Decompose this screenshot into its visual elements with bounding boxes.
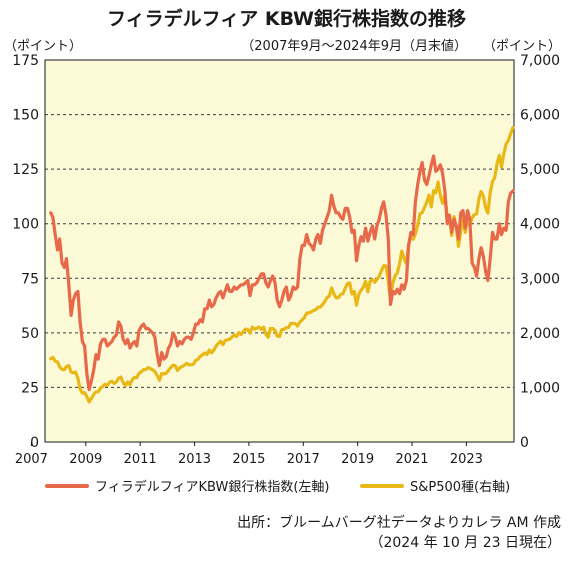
legend-label-bkx: フィラデルフィアKBW銀行株指数(左軸) bbox=[95, 480, 330, 495]
y-right-tick-label: 1,000 bbox=[520, 380, 560, 396]
legend-item-bkx: フィラデルフィアKBW銀行株指数(左軸) bbox=[45, 476, 329, 495]
y-left-tick-label: 50 bbox=[21, 326, 39, 342]
bkx-line bbox=[49, 154, 515, 392]
y-right-tick-label: 3,000 bbox=[520, 271, 560, 287]
legend: フィラデルフィアKBW銀行株指数(左軸) S&P500種(右軸) bbox=[0, 476, 573, 498]
line-chart: 0 0 25 1,000 50 2,000 75 3,000 100 4,000 125 5,000 1… bbox=[12, 53, 560, 467]
y-right-tick-label: 0 bbox=[520, 435, 529, 451]
legend-label-sp500: S&P500種(右軸) bbox=[410, 480, 511, 495]
y-left-tick-label: 150 bbox=[12, 108, 39, 124]
chart-title: フィラデルフィア KBW銀行株指数の推移 bbox=[107, 8, 466, 30]
period-label: （2007年9月〜2024年9月（月末値） bbox=[241, 39, 467, 54]
source-note: 出所：ブルームバーグ社データよりカレラ AM 作成 （2024 年 10 月 2… bbox=[237, 513, 561, 553]
x-tick-label: 2017 bbox=[287, 452, 320, 467]
y-right-tick-label: 2,000 bbox=[520, 326, 560, 342]
x-tick-label: 2021 bbox=[395, 452, 428, 467]
plot-frame bbox=[44, 59, 515, 443]
x-tick-label: 2007 bbox=[15, 452, 48, 467]
y-left-tick-label: 100 bbox=[12, 217, 39, 233]
x-tick-label: 2019 bbox=[341, 452, 374, 467]
y-left-tick-label: 175 bbox=[12, 53, 39, 69]
x-tick-label: 2013 bbox=[178, 452, 211, 467]
y-left-tick-label: 25 bbox=[21, 380, 39, 396]
legend-item-sp500: S&P500種(右軸) bbox=[360, 476, 510, 495]
y-left-tick-label: 75 bbox=[21, 271, 39, 287]
x-tick-label: 2009 bbox=[69, 452, 102, 467]
sp500-line bbox=[49, 125, 515, 404]
y-right-tick-label: 7,000 bbox=[520, 53, 560, 69]
x-tick-label: 2015 bbox=[232, 452, 265, 467]
right-axis-unit: （ポイント） bbox=[482, 39, 561, 54]
legend-swatch-bkx bbox=[45, 483, 89, 488]
source-line-1: 出所：ブルームバーグ社データよりカレラ AM 作成 bbox=[237, 515, 561, 531]
x-tick-label: 2011 bbox=[124, 452, 157, 467]
plot-area bbox=[45, 60, 514, 442]
y-left-tick-label: 125 bbox=[12, 162, 39, 178]
source-line-2: （2024 年 10 月 23 日現在） bbox=[369, 535, 561, 551]
left-axis-unit: （ポイント） bbox=[4, 39, 83, 54]
legend-swatch-sp500 bbox=[360, 483, 404, 488]
y-right-tick-label: 4,000 bbox=[520, 217, 560, 233]
y-right-tick-label: 6,000 bbox=[520, 108, 560, 124]
y-right-tick-label: 5,000 bbox=[520, 162, 560, 178]
y-left-tick-label: 0 bbox=[30, 435, 39, 451]
x-tick-label: 2023 bbox=[450, 452, 483, 467]
